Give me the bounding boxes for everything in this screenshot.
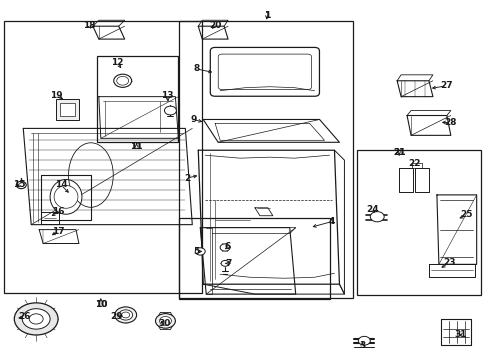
- Bar: [56, 99, 79, 121]
- Text: 24: 24: [365, 205, 378, 214]
- Text: 4: 4: [327, 217, 334, 226]
- Text: 14: 14: [55, 180, 67, 189]
- Circle shape: [14, 303, 58, 335]
- Circle shape: [29, 314, 43, 324]
- Text: 18: 18: [82, 21, 95, 30]
- Bar: [60, 103, 75, 117]
- Text: 17: 17: [52, 227, 64, 236]
- Circle shape: [369, 212, 384, 222]
- Text: 16: 16: [52, 207, 64, 216]
- Text: 21: 21: [392, 148, 405, 157]
- Text: 7: 7: [224, 259, 231, 268]
- Text: 23: 23: [443, 258, 455, 267]
- Circle shape: [164, 106, 176, 115]
- Bar: [4, 21, 202, 293]
- Text: 10: 10: [95, 300, 107, 309]
- Circle shape: [119, 310, 132, 320]
- Circle shape: [195, 248, 205, 255]
- Circle shape: [159, 316, 171, 325]
- Ellipse shape: [54, 185, 78, 208]
- Text: 21: 21: [392, 148, 405, 157]
- Text: 6: 6: [224, 242, 231, 251]
- Text: 9: 9: [190, 115, 196, 124]
- Circle shape: [16, 181, 26, 189]
- Text: 26: 26: [18, 312, 30, 321]
- Text: 13: 13: [161, 91, 173, 100]
- Text: 2: 2: [184, 174, 190, 183]
- Text: 3: 3: [359, 341, 365, 350]
- Text: 27: 27: [440, 81, 452, 90]
- Text: 4: 4: [327, 217, 334, 226]
- Text: 19: 19: [50, 91, 62, 100]
- Bar: [179, 218, 329, 299]
- Circle shape: [122, 312, 129, 318]
- Circle shape: [221, 260, 228, 266]
- Text: 22: 22: [407, 159, 419, 168]
- Text: 25: 25: [460, 210, 472, 219]
- Text: 20: 20: [208, 21, 221, 30]
- Text: 8: 8: [193, 64, 199, 73]
- Text: 31: 31: [453, 330, 466, 339]
- Text: 30: 30: [158, 319, 170, 328]
- Circle shape: [22, 309, 50, 329]
- Circle shape: [115, 307, 136, 323]
- Text: 1: 1: [263, 11, 269, 20]
- Bar: [179, 21, 353, 298]
- Bar: [357, 150, 480, 295]
- Text: 11: 11: [130, 142, 142, 151]
- Circle shape: [220, 244, 230, 251]
- Text: 12: 12: [111, 58, 124, 67]
- Text: 11: 11: [130, 142, 142, 151]
- Text: 29: 29: [110, 312, 123, 321]
- Circle shape: [358, 336, 369, 345]
- Ellipse shape: [50, 180, 82, 214]
- Circle shape: [155, 314, 175, 328]
- Text: 15: 15: [13, 180, 25, 189]
- Circle shape: [117, 76, 128, 85]
- Text: 5: 5: [193, 247, 199, 256]
- Circle shape: [114, 74, 131, 87]
- Bar: [97, 56, 178, 142]
- Text: 28: 28: [444, 118, 456, 127]
- Text: 1: 1: [263, 11, 269, 20]
- FancyBboxPatch shape: [210, 48, 319, 96]
- Text: 10: 10: [95, 300, 107, 309]
